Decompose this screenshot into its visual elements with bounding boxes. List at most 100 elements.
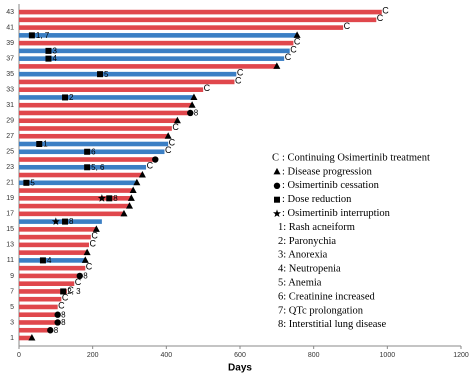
event-marker bbox=[51, 217, 60, 225]
bar bbox=[19, 157, 156, 162]
bar bbox=[19, 203, 130, 209]
event-marker bbox=[45, 55, 52, 62]
end-marker: C bbox=[169, 137, 176, 147]
bar bbox=[19, 327, 51, 333]
legend-text: 8: Interstitial lung disease bbox=[278, 319, 387, 330]
bar bbox=[19, 335, 32, 341]
legend-text: 5: Anemia bbox=[278, 278, 322, 289]
bar bbox=[19, 320, 58, 325]
bar bbox=[19, 164, 147, 170]
bar bbox=[19, 219, 102, 224]
end-marker bbox=[173, 116, 181, 124]
bar bbox=[19, 250, 88, 255]
end-marker: C bbox=[147, 161, 154, 171]
x-tick-label: 800 bbox=[308, 352, 320, 359]
bar bbox=[19, 289, 67, 294]
end-marker bbox=[92, 225, 100, 232]
y-tick-label: 7 bbox=[10, 288, 14, 295]
event-label: 1 bbox=[43, 140, 48, 149]
bar bbox=[19, 25, 344, 30]
end-marker bbox=[120, 209, 128, 217]
legend-symbol bbox=[274, 196, 280, 203]
bar bbox=[19, 71, 237, 77]
end-marker bbox=[54, 319, 61, 326]
bar bbox=[19, 196, 132, 201]
x-tick-label: 1200 bbox=[453, 352, 469, 359]
event-marker bbox=[23, 179, 30, 186]
event-label: 1, 7 bbox=[36, 31, 50, 40]
x-tick-label: 1000 bbox=[380, 352, 396, 359]
legend-symbol bbox=[273, 209, 281, 217]
end-marker: C bbox=[237, 68, 244, 78]
event-label: 4 bbox=[47, 256, 52, 265]
end-marker bbox=[47, 327, 54, 334]
legend-symbol: C bbox=[272, 152, 279, 163]
event-marker bbox=[106, 195, 113, 202]
end-marker: C bbox=[294, 36, 301, 46]
end-marker: C bbox=[89, 238, 96, 248]
legend-text: : Dose reduction bbox=[282, 194, 352, 205]
y-tick-label: 41 bbox=[6, 24, 14, 31]
y-tick-label: 39 bbox=[6, 40, 14, 47]
bar bbox=[19, 95, 194, 100]
end-marker: C bbox=[172, 122, 179, 132]
end-marker bbox=[129, 186, 137, 194]
end-marker: C bbox=[86, 262, 93, 272]
end-marker bbox=[81, 256, 89, 263]
end-marker bbox=[133, 178, 141, 186]
y-tick-label: 11 bbox=[7, 257, 14, 264]
end-marker bbox=[190, 93, 198, 100]
y-tick-label: 37 bbox=[6, 55, 14, 62]
end-marker bbox=[164, 132, 172, 139]
event-marker bbox=[84, 164, 91, 171]
end-marker: C bbox=[75, 277, 82, 287]
bar bbox=[19, 79, 235, 85]
legend-text: : Osimertinib cessation bbox=[282, 180, 380, 191]
bar bbox=[19, 281, 75, 286]
bar bbox=[19, 258, 86, 263]
bar bbox=[19, 126, 172, 131]
end-marker: C bbox=[204, 83, 211, 93]
y-tick-label: 3 bbox=[10, 319, 14, 326]
end-marker: C bbox=[377, 13, 384, 23]
legend-text: 2: Paronychia bbox=[278, 236, 336, 247]
bar bbox=[19, 296, 62, 302]
end-marker bbox=[187, 109, 194, 117]
bar bbox=[19, 102, 193, 108]
legend-symbol bbox=[273, 182, 281, 189]
event-label: 5, 6 bbox=[91, 163, 105, 172]
event-label: 8 bbox=[113, 194, 118, 203]
y-tick-label: 21 bbox=[6, 180, 14, 187]
bar bbox=[19, 227, 97, 232]
bar bbox=[19, 149, 165, 155]
end-marker bbox=[76, 272, 83, 280]
end-marker bbox=[126, 202, 133, 209]
end-marker bbox=[138, 171, 146, 178]
bar bbox=[19, 312, 58, 318]
bar bbox=[19, 56, 285, 61]
event-marker bbox=[45, 47, 52, 54]
event-label: 3 bbox=[52, 46, 57, 55]
end-label: 8 bbox=[54, 326, 59, 335]
x-tick-label: 400 bbox=[160, 352, 172, 359]
end-marker: C bbox=[344, 21, 351, 31]
bar bbox=[19, 9, 382, 15]
event-label: 6 bbox=[91, 147, 96, 156]
y-tick-label: 35 bbox=[6, 71, 14, 78]
bar bbox=[19, 242, 89, 248]
event-label: 8 bbox=[69, 217, 74, 226]
legend-text: : Disease progression bbox=[282, 166, 373, 177]
bar bbox=[19, 110, 191, 116]
event-marker bbox=[62, 94, 69, 101]
x-tick-label: 600 bbox=[234, 352, 246, 359]
y-tick-label: 19 bbox=[6, 195, 14, 202]
legend-text: 1: Rash acneiform bbox=[278, 222, 355, 233]
y-tick-label: 43 bbox=[6, 9, 14, 16]
end-marker bbox=[28, 334, 36, 341]
bar bbox=[19, 211, 124, 217]
bar bbox=[19, 87, 204, 92]
legend-text: 7: QTc prolongation bbox=[278, 305, 364, 316]
bar bbox=[19, 33, 298, 38]
end-marker bbox=[152, 156, 159, 163]
